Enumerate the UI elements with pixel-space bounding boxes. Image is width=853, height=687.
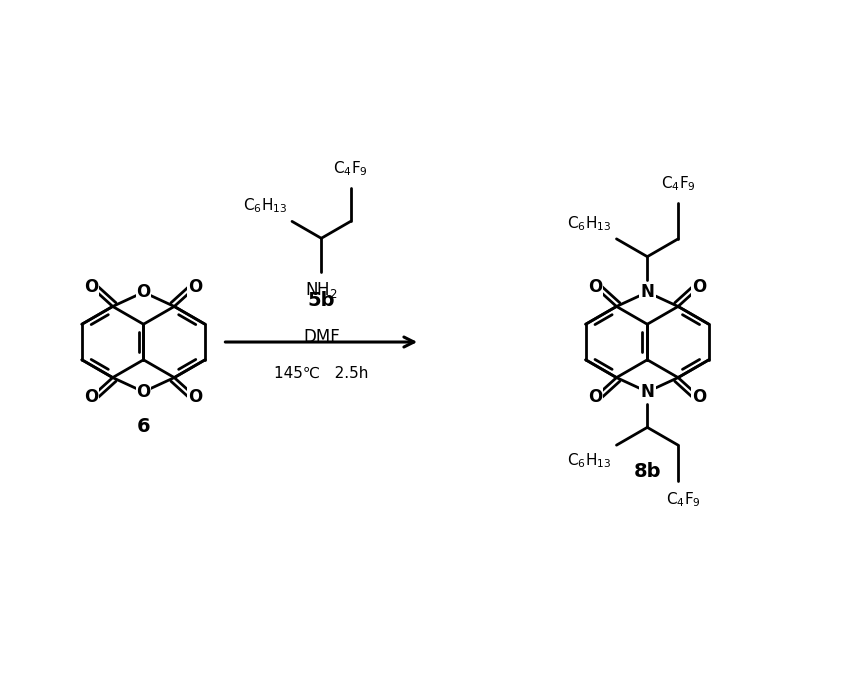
Text: O: O <box>588 387 601 406</box>
Text: C$_6$H$_{13}$: C$_6$H$_{13}$ <box>242 196 287 216</box>
Text: 6: 6 <box>136 417 150 436</box>
Text: 5b: 5b <box>307 291 334 310</box>
Text: DMF: DMF <box>303 328 339 346</box>
Text: C$_4$F$_9$: C$_4$F$_9$ <box>333 159 368 178</box>
Text: C$_6$H$_{13}$: C$_6$H$_{13}$ <box>566 451 611 470</box>
Text: 145℃   2.5h: 145℃ 2.5h <box>274 366 368 381</box>
Text: O: O <box>84 278 99 296</box>
Text: C$_4$F$_9$: C$_4$F$_9$ <box>660 174 694 194</box>
Text: O: O <box>136 383 150 401</box>
Text: O: O <box>189 278 202 296</box>
Text: C$_6$H$_{13}$: C$_6$H$_{13}$ <box>566 214 611 233</box>
Text: O: O <box>189 387 202 406</box>
Text: N: N <box>640 383 653 401</box>
Text: O: O <box>136 283 150 301</box>
Text: NH$_2$: NH$_2$ <box>305 280 337 300</box>
Text: 8b: 8b <box>633 462 660 482</box>
Text: O: O <box>84 387 99 406</box>
Text: N: N <box>640 283 653 301</box>
Text: O: O <box>691 387 705 406</box>
Text: O: O <box>691 278 705 296</box>
Text: O: O <box>588 278 601 296</box>
Text: C$_4$F$_9$: C$_4$F$_9$ <box>664 491 699 509</box>
